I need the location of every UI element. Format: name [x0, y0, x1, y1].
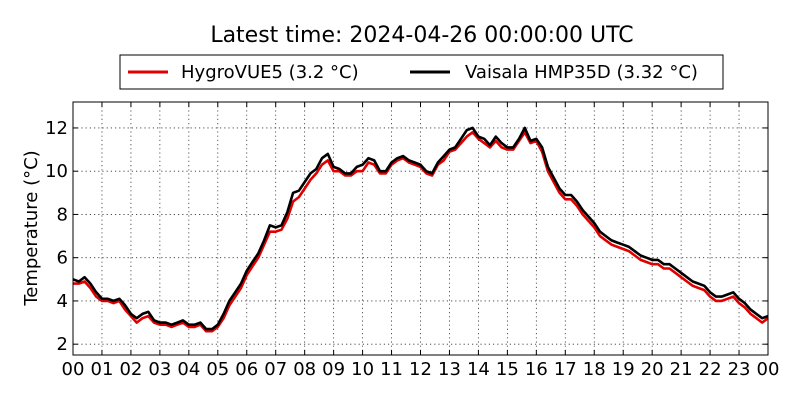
x-tick-label: 17: [554, 359, 577, 380]
x-tick-label: 11: [380, 359, 403, 380]
series-line-hygrovue5: [73, 131, 769, 333]
y-tick-label: 10: [45, 161, 68, 182]
x-tick-label: 10: [351, 359, 374, 380]
y-tick-label: 2: [57, 334, 68, 355]
y-tick-label: 6: [57, 248, 68, 269]
x-tick-label: 00: [62, 359, 85, 380]
y-axis-label: Temperature (°C): [21, 150, 42, 306]
x-tick-label: 01: [91, 359, 114, 380]
legend: HygroVUE5 (3.2 °C) Vaisala HMP35D (3.32 …: [119, 54, 724, 90]
y-tick-label: 4: [57, 291, 68, 312]
x-tick-label: 06: [235, 359, 258, 380]
chart-title: Latest time: 2024-04-26 00:00:00 UTC: [210, 23, 633, 48]
x-tick-label: 09: [322, 359, 345, 380]
y-axis-ticks: 2 4 6 8 10 12: [45, 118, 768, 355]
legend-label-vaisala: Vaisala HMP35D (3.32 °C): [465, 62, 698, 83]
x-tick-label: 07: [264, 359, 287, 380]
x-tick-label: 13: [438, 359, 461, 380]
x-tick-label: 05: [206, 359, 229, 380]
x-tick-label: 04: [177, 359, 200, 380]
y-tick-label: 12: [45, 118, 68, 139]
x-tick-label: 23: [728, 359, 751, 380]
x-tick-label: 19: [612, 359, 635, 380]
x-tick-label: 15: [496, 359, 519, 380]
y-tick-label: 8: [57, 204, 68, 225]
x-tick-label: 00: [757, 359, 780, 380]
grid: [73, 102, 768, 355]
legend-label-hygrovue5: HygroVUE5 (3.2 °C): [181, 62, 359, 83]
x-tick-label: 20: [641, 359, 664, 380]
x-tick-label: 14: [467, 359, 490, 380]
x-tick-label: 02: [119, 359, 142, 380]
x-tick-label: 18: [583, 359, 606, 380]
series-line-vaisala: [72, 126, 769, 331]
series-lines: [72, 126, 769, 333]
x-tick-label: 08: [293, 359, 316, 380]
x-tick-label: 16: [525, 359, 548, 380]
x-axis-ticks: 00 01 02 03 04 05 06 07 08 09 10 11 12 13 14 15 16 17 18 19…: [62, 102, 780, 380]
x-tick-label: 22: [699, 359, 722, 380]
x-tick-label: 03: [148, 359, 171, 380]
x-tick-label: 21: [670, 359, 693, 380]
x-tick-label: 12: [409, 359, 432, 380]
